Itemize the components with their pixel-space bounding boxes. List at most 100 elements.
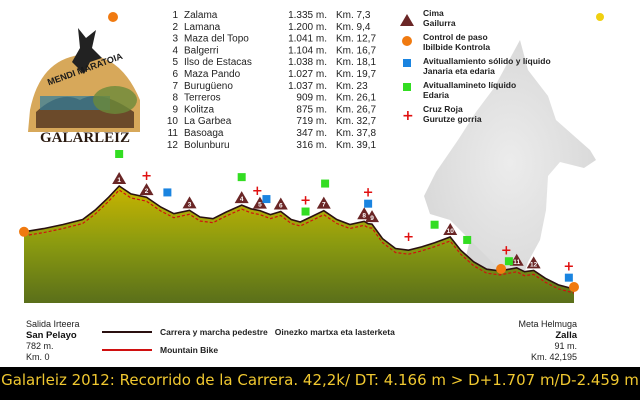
peak-marker-number: 3: [188, 201, 192, 208]
start-label: Salida Irteera: [26, 319, 80, 329]
legend-cruz-1: Cruz Roja: [423, 104, 463, 114]
peak-number: 8: [172, 93, 178, 104]
elevation-profile: [23, 184, 575, 303]
peak-altitude: 719 m.: [296, 116, 327, 127]
peak-km: Km. 7,3: [336, 10, 371, 21]
peak-marker-number: 9: [370, 215, 374, 222]
finish-info: Meta Helmuga Zalla 91 m. Km. 42,195: [518, 319, 577, 362]
peak-number: 10: [167, 116, 179, 127]
red-cross-marker-icon: +: [300, 194, 311, 209]
legend-solido-1: Avituallamiento sólido y líquido: [423, 56, 551, 66]
peak-name: Terreros: [184, 93, 221, 104]
peak-name: Basoaga: [184, 128, 224, 139]
liquid-supply-marker-icon: [504, 257, 513, 266]
peak-number: 5: [172, 57, 178, 68]
peak-km: Km. 23: [336, 81, 368, 92]
finish-altitude: 91 m.: [554, 341, 577, 351]
solid-supply-marker-icon: [262, 195, 271, 204]
peak-name: La Garbea: [184, 116, 232, 127]
foot-route-line: [23, 184, 575, 290]
peak-marker-icon: [139, 183, 154, 196]
peak-number: 9: [172, 104, 178, 115]
peak-km: Km. 32,7: [336, 116, 376, 127]
peak-altitude: 909 m.: [296, 93, 327, 104]
peak-km: Km. 9,4: [336, 22, 371, 33]
solid-liquid-supply-icon: [403, 59, 411, 67]
peak-number: 1: [172, 10, 178, 21]
red-cross-marker-icon: +: [141, 169, 152, 184]
liquid-supply-marker-icon: [237, 173, 246, 182]
red-cross-icon: +: [402, 108, 414, 124]
peak-marker-icon: [252, 196, 267, 209]
peak-altitude: 1.037 m.: [288, 81, 327, 92]
sun-icon: [108, 12, 118, 22]
peak-km: Km. 26,7: [336, 104, 376, 115]
peak-marker-icon: [443, 223, 458, 236]
peak-name: Ilso de Estacas: [184, 57, 252, 68]
finish-km: Km. 42,195: [531, 352, 577, 362]
peak-marker-number: 10: [447, 228, 455, 235]
peak-altitude: 1.335 m.: [288, 10, 327, 21]
peak-number: 4: [172, 45, 178, 56]
peak-number: 6: [172, 69, 178, 80]
peak-km: Km. 18,1: [336, 57, 376, 68]
symbol-legend: Cima Gailurra Control de paso Ibilbide K…: [400, 8, 551, 124]
start-info: Salida Irteera San Pelayo 782 m. Km. 0: [26, 319, 80, 362]
bike-route-label: Mountain Bike: [160, 345, 218, 355]
peak-number: 7: [172, 81, 178, 92]
peak-name: Burugüeno: [184, 81, 233, 92]
peak-km: Km. 26,1: [336, 93, 376, 104]
start-altitude: 782 m.: [26, 341, 54, 351]
legend-liquido-2: Edaria: [423, 90, 449, 100]
peak-altitude: 1.041 m.: [288, 34, 327, 45]
finish-label: Meta Helmuga: [518, 319, 577, 329]
start-place: San Pelayo: [26, 330, 77, 341]
peak-name: Bolunburu: [184, 140, 230, 151]
peak-marker-number: 12: [530, 261, 538, 268]
legend-cruz-2: Gurutze gorria: [423, 114, 482, 124]
liquid-supply-marker-icon: [463, 235, 472, 244]
peak-marker-icon: [182, 196, 197, 209]
peak-marker-icon: [509, 253, 524, 266]
peak-altitude: 347 m.: [296, 128, 327, 139]
legend-solido-2: Janaria eta edaria: [423, 66, 495, 76]
peak-marker-icon: [273, 197, 288, 210]
peak-marker-icon: [234, 191, 249, 204]
logo-text-bottom: GALARLEIZ: [40, 130, 130, 146]
legend-cima-2: Gailurra: [423, 18, 456, 28]
red-cross-marker-icon: +: [252, 184, 263, 199]
peak-marker-icon: [316, 196, 331, 209]
liquid-supply-marker-icon: [115, 150, 124, 158]
peak-number: 11: [168, 128, 179, 139]
peak-altitude: 1.104 m.: [288, 45, 327, 56]
solid-supply-marker-icon: [163, 188, 172, 197]
peak-km: Km. 19,7: [336, 69, 376, 80]
legend-cima-1: Cima: [423, 8, 444, 18]
peak-marker-number: 4: [240, 196, 244, 203]
peak-altitude: 1.027 m.: [288, 69, 327, 80]
solid-supply-marker-icon: [564, 273, 573, 282]
control-point-icon: [402, 36, 412, 46]
finish-place: Zalla: [555, 330, 577, 341]
foot-route-label: Carrera y marcha pedestre Oinezko martxa…: [160, 327, 395, 337]
peak-name: Lamana: [184, 22, 221, 33]
peak-symbol-icon: [400, 14, 414, 26]
peak-number: 3: [172, 34, 178, 45]
peak-name: Maza del Topo: [184, 34, 249, 45]
peak-name: Kolitza: [184, 104, 214, 115]
moon-icon: [596, 13, 604, 21]
peak-number: 12: [167, 140, 179, 151]
peak-altitude: 1.038 m.: [288, 57, 327, 68]
peak-marker-icon: [357, 207, 372, 220]
peak-marker-number: 2: [145, 188, 149, 195]
solid-supply-marker-icon: [364, 199, 373, 208]
legend-control-2: Ibilbide Kontrola: [423, 42, 490, 52]
liquid-supply-marker-icon: [430, 220, 439, 229]
peak-marker-icon: [526, 256, 541, 269]
control-point-marker-icon: [569, 282, 579, 292]
control-point-marker-icon: [496, 263, 507, 274]
elevation-area: [24, 186, 574, 303]
galarleiz-logo: MENDI MARATOIA GALARLEIZ: [28, 28, 140, 146]
